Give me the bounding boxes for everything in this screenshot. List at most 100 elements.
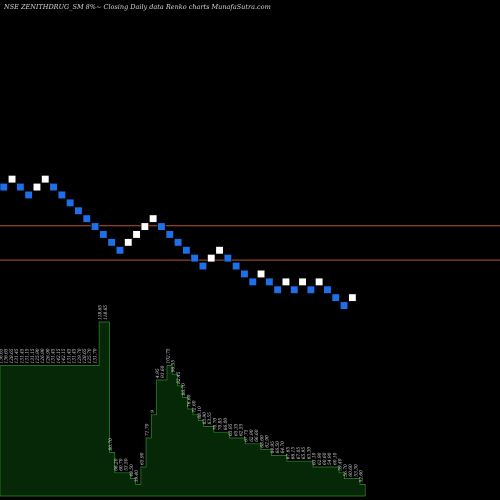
- volume-label: 118.65: [99, 305, 104, 320]
- volume-label: 65.95: [302, 447, 307, 460]
- volume-label: 118.65: [104, 305, 109, 320]
- volume-label: 60.10: [333, 452, 338, 465]
- renko-brick-down: [16, 183, 25, 192]
- volume-label: 59.40: [339, 458, 344, 471]
- renko-brick-down: [165, 230, 174, 239]
- volume-label: 60.60: [323, 452, 328, 465]
- volume-label: 68.60: [260, 435, 265, 448]
- volume-label: 48.50: [130, 464, 135, 478]
- volume-label: 62.55: [240, 423, 245, 436]
- volume-label: 4.95: [156, 368, 161, 379]
- renko-brick-up: [140, 222, 149, 231]
- renko-brick-down: [265, 277, 274, 286]
- volume-area: [0, 321, 366, 497]
- chart-title: NSE ZENITHDRUG_SM 8%~ Closing Daily data…: [3, 3, 271, 11]
- volume-label: 60.60: [349, 464, 354, 477]
- volume-label: 64.70: [281, 441, 286, 454]
- volume-label: 126.90: [46, 348, 51, 363]
- renko-brick-up: [281, 277, 291, 286]
- volume-label: 142.15: [57, 348, 62, 363]
- volume-label: 131.15: [26, 348, 31, 363]
- renko-brick-down: [107, 238, 116, 247]
- renko-brick-up: [8, 175, 17, 184]
- renko-brick-down: [190, 254, 199, 263]
- volume-label: 125.70: [88, 348, 93, 363]
- renko-bricks: [0, 175, 357, 310]
- reference-lines: [0, 225, 500, 261]
- renko-brick-up: [149, 214, 158, 223]
- volume-label: 131.70: [93, 348, 98, 363]
- volume-label: 131.45: [52, 348, 57, 363]
- volume-label: 66.20: [114, 458, 119, 471]
- volume-label: 63.90: [203, 412, 208, 425]
- renko-brick-down: [240, 269, 249, 279]
- renko-brick-down: [99, 230, 108, 239]
- volume-label: 131.15: [31, 348, 36, 363]
- volume-label: 70.70: [213, 418, 218, 431]
- renko-brick-down: [306, 285, 315, 294]
- volume-label: 71.70: [146, 423, 151, 436]
- renko-brick-down: [66, 198, 75, 207]
- renko-brick-down: [223, 254, 232, 263]
- volume-label: 56.70: [344, 464, 349, 477]
- volume-label: 63.10: [313, 452, 318, 465]
- volume-label: 64.95: [271, 441, 276, 454]
- volume-label: 131.45: [67, 348, 72, 363]
- volume-label: 70.85: [219, 418, 224, 431]
- volume-label: 80.70: [109, 438, 114, 451]
- volume-label: 125.90: [36, 348, 41, 363]
- volume-label: 76.60: [187, 394, 192, 407]
- renko-brick-up: [298, 277, 307, 286]
- renko-brick-down: [174, 238, 183, 247]
- renko-brick-up: [256, 269, 266, 279]
- volume-label: 53.50: [125, 458, 130, 471]
- volume-label: 72.60: [193, 400, 198, 413]
- volume-label: 67.75: [245, 429, 250, 442]
- renko-brick-down: [74, 206, 83, 215]
- volume-label: 65.35: [234, 423, 239, 436]
- renko-brick-down: [115, 246, 124, 255]
- volume-label: 131.45: [15, 348, 20, 363]
- volume-labels: 136.65 136.65 128.65 131.45 131.45 131.15 131.…: [0, 305, 365, 483]
- volume-label: 53.30: [354, 464, 359, 477]
- volume-label: 131.45: [20, 348, 25, 363]
- volume-label: 66.15: [292, 447, 297, 460]
- volume-panel: [0, 321, 366, 497]
- renko-brick-down: [248, 277, 257, 286]
- volume-label: 66.00: [224, 418, 229, 431]
- renko-brick-down: [339, 301, 349, 310]
- volume-label: 86.70: [182, 383, 187, 396]
- volume-label: 39.40: [135, 470, 140, 483]
- renko-brick-down: [273, 285, 282, 294]
- volume-label: 62.90: [318, 452, 323, 465]
- volume-label: 63.30: [307, 447, 312, 460]
- renko-brick-down: [323, 285, 332, 294]
- volume-label: 131.45: [73, 348, 78, 363]
- volume-label: 82.45: [177, 371, 182, 384]
- renko-brick-up: [41, 175, 50, 184]
- renko-brick-up: [132, 230, 141, 239]
- renko-brick-down: [290, 285, 299, 294]
- renko-brick-up: [315, 277, 324, 286]
- renko-brick-down: [82, 214, 91, 223]
- volume-label: 63.55: [208, 412, 213, 425]
- volume-label: 60.70: [120, 458, 125, 471]
- volume-label: 67.65: [286, 447, 291, 460]
- volume-label: 136.65: [0, 348, 5, 363]
- renko-brick-up: [207, 254, 216, 263]
- renko-brick-down: [182, 246, 191, 255]
- volume-label: 54.90: [328, 452, 333, 465]
- volume-label: 129.70: [78, 348, 83, 363]
- volume-label: 63.95: [229, 423, 234, 436]
- renko-brick-down: [57, 190, 66, 199]
- volume-label: 142.15: [62, 348, 67, 363]
- volume-label: 68.10: [198, 406, 203, 419]
- volume-label: 67.05: [297, 447, 302, 460]
- renko-brick-down: [232, 261, 241, 271]
- renko-brick-down: [91, 222, 100, 231]
- volume-label: 66.60: [255, 429, 260, 442]
- volume-label: 65.90: [140, 452, 145, 465]
- renko-brick-up: [32, 183, 42, 192]
- volume-label: 62.90: [266, 435, 271, 448]
- renko-brick-up: [215, 246, 224, 255]
